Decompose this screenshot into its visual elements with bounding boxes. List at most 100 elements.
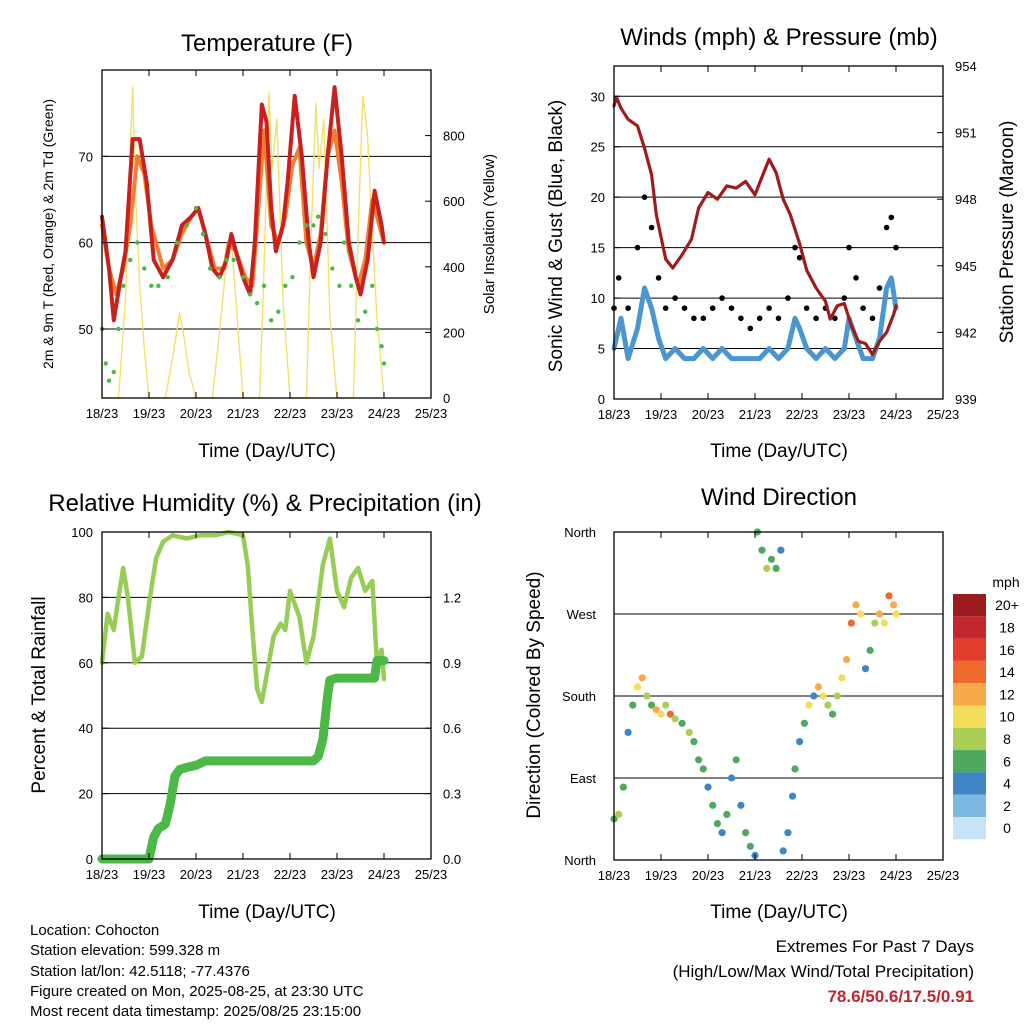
- legend-label: 2: [1003, 798, 1011, 814]
- right-tick-label: 0: [443, 391, 450, 406]
- x-tick-label: 21/23: [227, 867, 260, 882]
- gust-series-point: [860, 305, 866, 312]
- legend-swatch: [953, 727, 986, 751]
- dewpoint-series-point: [116, 326, 121, 332]
- gust-series-point: [883, 224, 890, 231]
- x-tick-label: 23/23: [321, 406, 354, 421]
- direction-point: [685, 728, 693, 737]
- temperature-title: Temperature (F): [181, 30, 353, 57]
- direction-point: [758, 546, 766, 554]
- x-tick-label: 24/23: [368, 867, 401, 882]
- temp-2m-line: [100, 85, 386, 323]
- direction-point: [763, 564, 771, 573]
- direction-point: [732, 756, 740, 764]
- y-tick-label: 70: [79, 149, 93, 164]
- winds-ticks: 18/23 19/23 20/23 21/23 22/23 23/23 24/23 25/23…: [591, 59, 977, 422]
- dewpoint-series-point: [103, 361, 109, 366]
- direction-point: [791, 765, 799, 773]
- winds-series: [611, 95, 899, 362]
- y-tick-label: 60: [79, 656, 93, 671]
- direction-point: [814, 683, 823, 691]
- gust-series-point: [846, 244, 852, 251]
- direction-point: [678, 719, 686, 727]
- dewpoint-series-point: [111, 369, 117, 375]
- x-tick-label: 22/23: [786, 868, 819, 883]
- right-tick-label: 954: [955, 59, 977, 74]
- x-tick-label: 19/23: [645, 868, 678, 883]
- legend-label: 8: [1003, 731, 1011, 747]
- direction-point: [652, 706, 660, 714]
- direction-point: [805, 701, 813, 709]
- dewpoint-series-point: [184, 223, 189, 228]
- winds-title: Winds (mph) & Pressure (mb): [620, 24, 937, 51]
- right-tick-label: 0.9: [443, 656, 461, 671]
- direction-point: [699, 765, 707, 773]
- right-tick-label: 0.6: [443, 721, 461, 736]
- direction-point: [727, 774, 736, 782]
- winds-x-axis-label: Time (Day/UTC): [710, 441, 848, 462]
- speed-legend: mph 20+ 18 16 14 12 10 8 6 4 2 0: [953, 574, 1020, 840]
- humidity-x-axis-label: Time (Day/UTC): [198, 902, 336, 923]
- station-info: Location: Cohocton Station elevation: 59…: [30, 921, 364, 1022]
- dewpoint-series-point: [363, 309, 368, 314]
- gust-series-point: [756, 315, 763, 322]
- direction-point: [875, 610, 884, 618]
- temperature-plot-frame: [101, 69, 432, 399]
- direction-ticks: 18/23 19/23 20/23 21/23 22/23 23/23 24/23 25/23…: [562, 525, 959, 883]
- direction-point: [833, 692, 841, 700]
- y-tick-label: North: [564, 853, 596, 868]
- legend-label: 0: [1003, 820, 1011, 836]
- x-tick-label: 22/23: [274, 867, 307, 882]
- direction-point: [824, 701, 832, 709]
- legend-swatch: [953, 794, 986, 817]
- direction-point: [695, 756, 703, 764]
- right-tick-label: 600: [443, 194, 465, 209]
- y-tick-label: 10: [591, 291, 605, 306]
- legend-swatch: [953, 705, 986, 728]
- direction-gridlines: [614, 613, 943, 779]
- x-tick-label: 18/23: [598, 407, 631, 422]
- gust-series-point: [796, 254, 803, 261]
- dewpoint-series-point: [379, 344, 384, 349]
- legend-swatch: [953, 817, 986, 840]
- x-tick-label: 24/23: [880, 407, 913, 422]
- dewpoint-series-point: [207, 266, 213, 271]
- direction-point: [784, 829, 792, 837]
- dewpoint-series-point: [231, 257, 236, 263]
- relative-humidity-line: [99, 529, 387, 705]
- direction-point: [871, 619, 879, 627]
- direction-y-axis-label: Direction (Colored By Speed): [524, 571, 545, 818]
- y-tick-label: 100: [71, 525, 93, 540]
- legend-swatch: [953, 683, 986, 706]
- direction-point: [638, 674, 646, 682]
- gust-series-point: [728, 305, 735, 312]
- x-tick-label: 21/23: [227, 406, 260, 421]
- direction-point: [643, 692, 651, 700]
- humidity-series: [97, 529, 389, 864]
- x-tick-label: 24/23: [880, 868, 913, 883]
- direction-point: [713, 820, 722, 828]
- gust-series-point: [813, 315, 819, 322]
- temperature-x-axis-label: Time (Day/UTC): [198, 441, 336, 462]
- x-tick-label: 23/23: [321, 867, 354, 882]
- legend-label: 14: [999, 664, 1015, 680]
- direction-point: [633, 683, 642, 691]
- x-tick-label: 23/23: [833, 407, 866, 422]
- dewpoint-series-point: [156, 283, 161, 288]
- right-tick-label: 0.3: [443, 787, 461, 802]
- temperature-y-axis-label: 2m & 9m T (Red, Orange) & 2m Td (Green): [40, 99, 56, 369]
- direction-point: [885, 592, 893, 600]
- dewpoint-series-point: [175, 240, 180, 245]
- gust-series-point: [803, 305, 810, 312]
- direction-point: [852, 601, 860, 609]
- legend-label: 12: [999, 686, 1015, 702]
- x-tick-label: 20/23: [692, 868, 725, 883]
- direction-point: [880, 619, 888, 627]
- dewpoint-series-point: [254, 300, 260, 306]
- dewpoint-series-point: [316, 214, 321, 219]
- gust-series-point: [648, 224, 655, 231]
- direction-point: [648, 701, 656, 709]
- right-tick-label: 200: [443, 325, 465, 340]
- direction-point: [800, 719, 809, 727]
- direction-point: [772, 564, 780, 573]
